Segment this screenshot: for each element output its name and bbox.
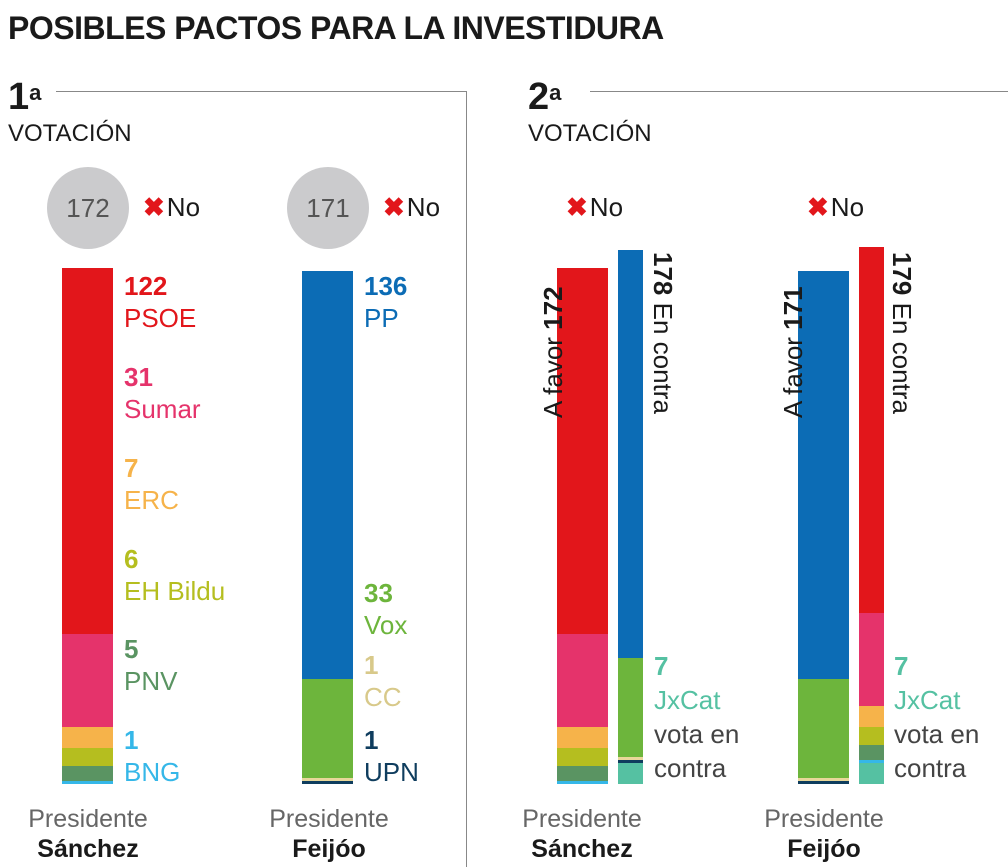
cross-icon: ✖: [143, 192, 165, 222]
bar-1-sanchez-pnv: [62, 766, 113, 781]
bar-2-sanchez-against-vox: [618, 658, 643, 757]
bar-2-feijoo-against-psoe: [859, 247, 884, 613]
result-no-sanchez-2: ✖No: [566, 192, 624, 222]
total-circle-feijoo: 171: [287, 167, 369, 249]
bar-2-sanchez-favor-bng: [557, 781, 608, 784]
panel-2-label: VOTACIÓN: [528, 120, 652, 147]
bar-2-feijoo-against-sumar: [859, 613, 884, 706]
bar-2-feijoo-favor-upn: [798, 781, 849, 784]
bar-1-sanchez-eh-bildu: [62, 748, 113, 766]
bar-1-feijoo-pp: [302, 271, 353, 679]
bar-1-sanchez-bng: [62, 781, 113, 784]
label-bng: 1 BNG: [124, 725, 181, 787]
footer-feijoo-2: Presidente Feijóo: [764, 805, 884, 863]
footer-feijoo-1: Presidente Feijóo: [269, 805, 389, 863]
note-jxcat-sanchez: 7 JxCat vota en contra: [654, 651, 740, 783]
panel-1-frame-top: [56, 91, 467, 92]
bar-2-sanchez-favor-pnv: [557, 766, 608, 781]
cross-icon: ✖: [807, 192, 829, 222]
result-no-feijoo-2: ✖No: [807, 192, 865, 222]
bar-2-sanchez-against-upn: [618, 760, 643, 763]
label-pnv: 5 PNV: [124, 634, 178, 696]
bar-1-feijoo-cc: [302, 778, 353, 781]
result-no-feijoo-1: ✖No: [383, 192, 441, 222]
bar-2-feijoo-against-pnv: [859, 745, 884, 760]
bar-2-feijoo-against-eh-bildu: [859, 727, 884, 745]
label-cc: 1 CC: [364, 650, 402, 712]
label-against-sanchez: 178 En contra: [648, 252, 678, 414]
label-psoe: 122 PSOE: [124, 271, 197, 333]
label-erc: 7 ERC: [124, 453, 179, 515]
label-against-feijoo: 179 En contra: [887, 252, 917, 414]
label-sumar: 31 Sumar: [124, 362, 201, 424]
label-favor-sanchez: A favor 172: [538, 286, 568, 418]
bar-2-sanchez-favor-eh-bildu: [557, 748, 608, 766]
bar-2-sanchez-favor-psoe: [557, 268, 608, 634]
bar-2-sanchez-favor-sumar: [557, 634, 608, 727]
bar-1-sanchez-erc: [62, 727, 113, 748]
bar-2-sanchez-against-jxcat: [618, 763, 643, 784]
cross-icon: ✖: [566, 192, 588, 222]
panel-1-frame-right: [466, 91, 467, 867]
bar-2-sanchez-against-cc: [618, 757, 643, 760]
label-eh-bildu: 6 EH Bildu: [124, 544, 226, 606]
bar-2-feijoo-favor-pp: [798, 271, 849, 679]
panel-2-number: 2a: [528, 76, 562, 118]
bar-2-sanchez-favor-erc: [557, 727, 608, 748]
bar-1-sanchez-sumar: [62, 634, 113, 727]
bar-2-sanchez-against-pp: [618, 250, 643, 658]
bar-2-feijoo-against-jxcat: [859, 763, 884, 784]
label-vox: 33 Vox: [364, 578, 408, 640]
bar-2-feijoo-favor-cc: [798, 778, 849, 781]
panel-1-number: 1a: [8, 76, 42, 118]
cross-icon: ✖: [383, 192, 405, 222]
bar-1-feijoo-upn: [302, 781, 353, 784]
bar-2-feijoo-favor-vox: [798, 679, 849, 778]
bar-1-sanchez-psoe: [62, 268, 113, 634]
total-circle-sanchez: 172: [47, 167, 129, 249]
panel-2-frame-top: [590, 91, 1008, 92]
footer-sanchez-2: Presidente Sánchez: [522, 805, 642, 863]
note-jxcat-feijoo: 7 JxCat vota en contra: [894, 651, 980, 783]
result-no-sanchez-1: ✖No: [143, 192, 201, 222]
bar-1-feijoo-vox: [302, 679, 353, 778]
panel-1-label: VOTACIÓN: [8, 120, 132, 147]
bar-2-feijoo-against-bng: [859, 760, 884, 763]
footer-sanchez-1: Presidente Sánchez: [28, 805, 148, 863]
label-pp: 136 PP: [364, 271, 408, 333]
chart-title: POSIBLES PACTOS PARA LA INVESTIDURA: [8, 10, 664, 46]
bar-2-feijoo-against-erc: [859, 706, 884, 727]
label-favor-feijoo: A favor 171: [778, 286, 808, 418]
label-upn: 1 UPN: [364, 725, 419, 787]
